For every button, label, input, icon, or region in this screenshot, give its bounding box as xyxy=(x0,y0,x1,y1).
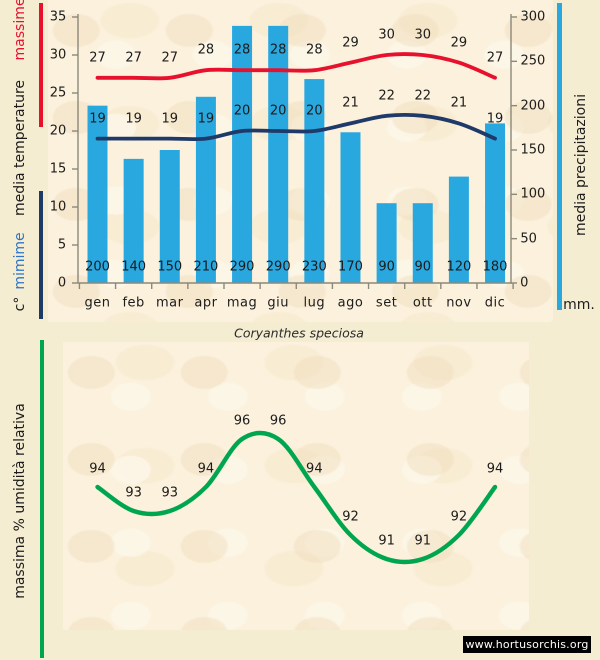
precip-bar xyxy=(377,203,397,283)
max-temp-axis-bar xyxy=(39,3,43,127)
precip-bar xyxy=(413,203,433,283)
precip-bar xyxy=(232,26,252,283)
precip-bar xyxy=(268,26,288,283)
precip-bar xyxy=(88,106,108,283)
temperature-axis-label: media temperature xyxy=(13,80,27,216)
mm-unit-label: mm. xyxy=(563,297,595,313)
min-temp-axis-bar xyxy=(39,191,43,319)
humidity-axis-label: massima % umidità relativa xyxy=(13,403,27,599)
precip-bar xyxy=(449,177,469,283)
humidity-axis-bar xyxy=(40,340,44,658)
max-temp-axis-label: massime xyxy=(13,0,27,60)
precip-axis-bar xyxy=(557,3,562,310)
humidity-line xyxy=(98,433,496,562)
precip-bar xyxy=(485,123,505,283)
website-badge: www.hortusorchis.org xyxy=(463,636,591,653)
max-temp-line xyxy=(98,54,496,78)
precip-bar xyxy=(304,79,324,283)
min-temp-axis-label: mimime xyxy=(13,232,27,289)
celsius-unit-label: c° xyxy=(13,297,27,312)
climate-diagram-canvas: 0510152025303505010015020025030027272728… xyxy=(0,0,600,660)
precip-axis-label: media precipitazioni xyxy=(574,94,588,236)
precip-bar xyxy=(124,159,144,283)
precip-bar xyxy=(196,97,216,283)
chart-title: Coryanthes speciosa xyxy=(234,326,364,341)
precip-bar xyxy=(160,150,180,283)
precip-bar xyxy=(340,132,360,283)
min-temp-line xyxy=(98,115,496,139)
